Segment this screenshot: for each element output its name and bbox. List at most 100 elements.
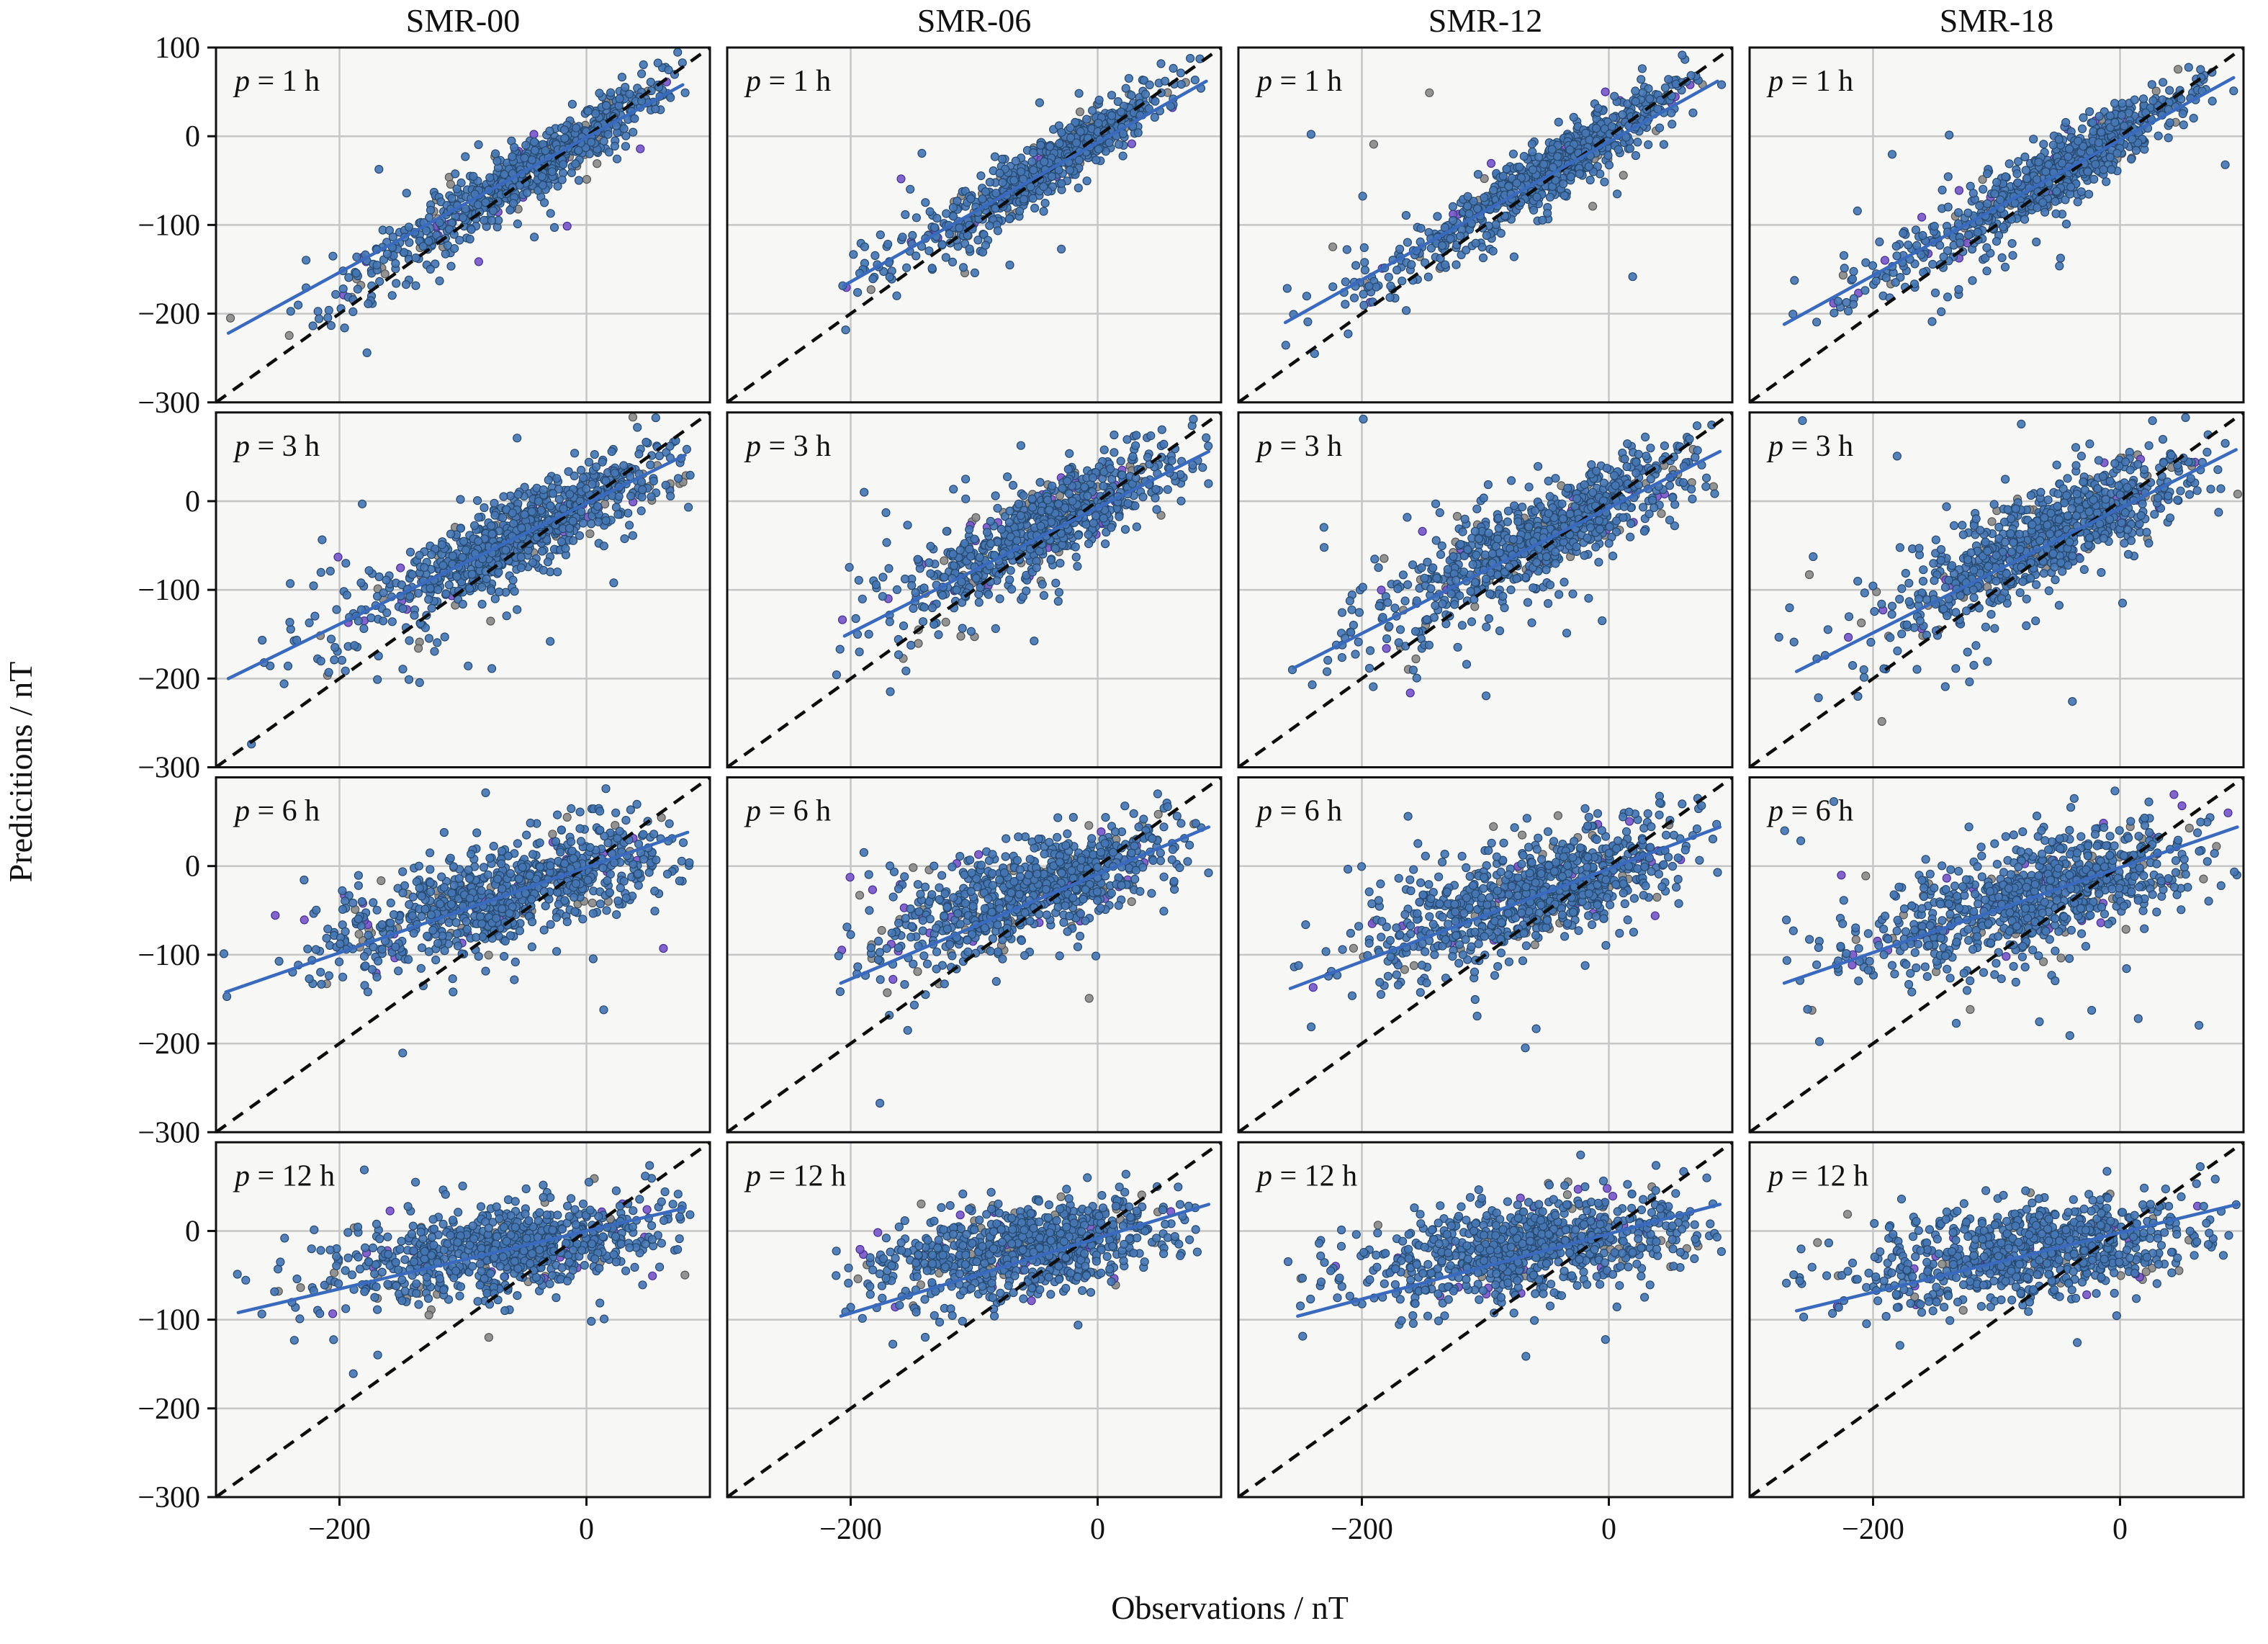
subplot-SMR-18-row0: p = 1 h (1748, 46, 2245, 404)
subplot-SMR-00-row2: p = 6 h 0 −100 −200 −300 (138, 776, 711, 1149)
axes-border (1237, 1141, 1734, 1499)
identity-line (1237, 46, 1734, 404)
y-tick-label: 0 (185, 120, 200, 153)
x-tick-label: 0 (1601, 1513, 1616, 1546)
identity-line (215, 410, 711, 769)
x-tick-label: 0 (2112, 1513, 2128, 1546)
axes-border (726, 46, 1223, 404)
fit-line (1292, 449, 1722, 670)
panel-annotation: p = 1 h (1255, 65, 1342, 98)
identity-line (1748, 776, 2245, 1134)
fit-line (1782, 825, 2239, 985)
identity-line (1237, 1141, 1734, 1499)
fit-line (1283, 79, 1719, 325)
y-tick-label: −100 (138, 574, 200, 607)
panel-annotation: p = 3 h (1766, 430, 1853, 463)
subplot-SMR-00-row0: p = 1 h 100 0 −100 −200 −300 (138, 32, 711, 420)
fit-line (1288, 825, 1722, 990)
panel-annotation: p = 3 h (233, 430, 320, 463)
y-tick-label: −100 (138, 209, 200, 242)
y-tick-label: −200 (138, 298, 200, 331)
fit-line (1794, 448, 2238, 673)
scatter-points-blue (832, 1169, 1202, 1349)
panel-annotation: p = 3 h (1255, 430, 1342, 463)
y-tick-label: −300 (138, 387, 200, 420)
panel-annotation: p = 12 h (1255, 1159, 1357, 1192)
y-axis-label: Predicitions / nT (2, 662, 39, 883)
fit-line (842, 449, 1211, 638)
panel-annotation: p = 6 h (744, 795, 831, 828)
x-tick-label: −200 (1331, 1513, 1393, 1546)
y-tick-label: −100 (138, 1304, 200, 1337)
scatter-points-blue (219, 784, 694, 1058)
identity-line (215, 776, 711, 1134)
y-tick-label: 0 (185, 850, 200, 884)
identity-line (726, 776, 1223, 1134)
y-tick-label: 0 (185, 1215, 200, 1248)
fit-line (226, 453, 687, 680)
panel-annotation: p = 1 h (233, 65, 320, 98)
subplot-SMR-06-row2: p = 6 h (726, 776, 1223, 1134)
column-title-smr12: SMR-12 (1428, 2, 1542, 39)
identity-line (215, 1141, 711, 1499)
y-tick-label: −200 (138, 1393, 200, 1426)
x-tick-label: −200 (308, 1513, 371, 1546)
axes-border (726, 776, 1223, 1133)
fit-line (839, 1203, 1211, 1318)
identity-line (1748, 410, 2245, 769)
axes-border (1748, 776, 2245, 1133)
axes-border (1237, 776, 1734, 1133)
panel-annotation: p = 6 h (1766, 795, 1853, 828)
panel-annotation: p = 12 h (233, 1159, 335, 1192)
column-title-smr00: SMR-00 (406, 2, 520, 39)
panel-annotation: p = 1 h (744, 65, 831, 98)
scatter-points-blue (233, 1161, 695, 1378)
fit-line (224, 830, 690, 994)
scatter-points-blue (832, 414, 1213, 696)
subplot-SMR-12-row1: p = 3 h (1237, 410, 1734, 769)
subplot-SMR-06-row1: p = 3 h (726, 410, 1223, 769)
subplot-SMR-12-row3: p = 12 h −200 0 (1237, 1141, 1734, 1546)
panel-annotation: p = 6 h (1255, 795, 1342, 828)
panel-annotation: p = 12 h (744, 1159, 846, 1192)
fit-line (226, 83, 685, 335)
axes-border (726, 1141, 1223, 1499)
y-tick-label: −300 (138, 752, 200, 785)
subplot-SMR-18-row1: p = 3 h (1748, 410, 2245, 769)
x-tick-label: 0 (1090, 1513, 1105, 1546)
subplot-SMR-00-row3: p = 12 h 0 −100 −200 −300 −200 0 (138, 1141, 711, 1546)
column-title-smr06: SMR-06 (917, 2, 1031, 39)
axes-border (1237, 411, 1734, 768)
panel-annotation: p = 1 h (1766, 65, 1853, 98)
fit-line (1296, 1203, 1722, 1318)
fit-line (236, 1206, 687, 1315)
axes-border (1748, 1141, 2245, 1499)
fit-line (839, 825, 1211, 985)
y-tick-label: −200 (138, 1028, 200, 1061)
panel-annotation: p = 6 h (233, 795, 320, 828)
y-tick-label: −300 (138, 1481, 200, 1514)
y-tick-label: −200 (138, 662, 200, 696)
x-tick-label: 0 (579, 1513, 594, 1546)
subplot-SMR-12-row0: p = 1 h (1237, 46, 1734, 404)
subplot-SMR-00-row1: p = 3 h 0 −100 −200 −300 (138, 410, 711, 785)
axes-border (726, 411, 1223, 768)
scatter-points-blue (834, 789, 1213, 1108)
y-tick-label: 0 (185, 485, 200, 518)
identity-line (726, 410, 1223, 769)
fit-line (1782, 76, 2236, 326)
subplot-SMR-12-row2: p = 6 h (1237, 776, 1734, 1134)
y-tick-label: −300 (138, 1116, 200, 1149)
panel-annotation: p = 12 h (1766, 1159, 1868, 1192)
identity-line (726, 46, 1223, 404)
x-tick-label: −200 (819, 1513, 882, 1546)
identity-line (1748, 46, 2245, 404)
panel-annotation: p = 3 h (744, 430, 831, 463)
scatter-points-blue (1283, 1150, 1726, 1361)
subplot-SMR-06-row0: p = 1 h (726, 46, 1223, 404)
identity-line (1237, 410, 1734, 769)
column-title-smr18: SMR-18 (1940, 2, 2053, 39)
fit-line (1794, 1203, 2239, 1313)
